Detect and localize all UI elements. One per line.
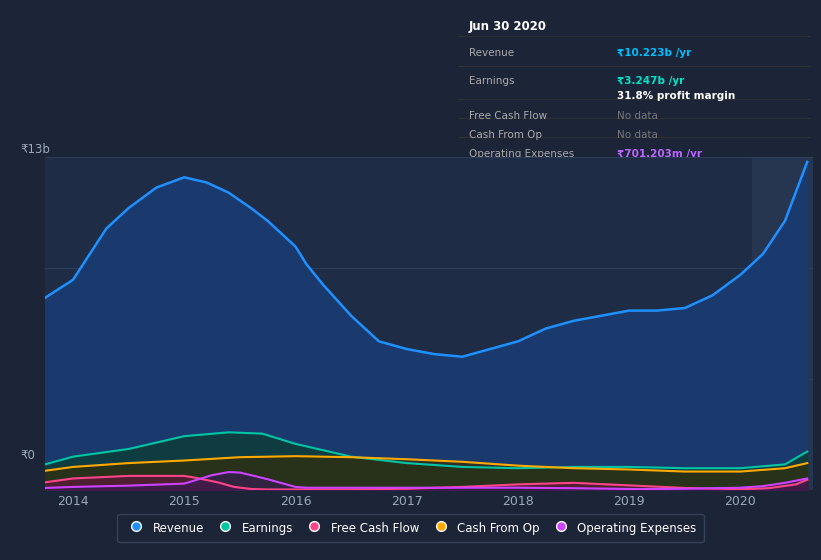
Text: Earnings: Earnings [469, 77, 514, 86]
Text: Free Cash Flow: Free Cash Flow [469, 111, 547, 120]
Text: Jun 30 2020: Jun 30 2020 [469, 20, 547, 33]
Text: 31.8% profit margin: 31.8% profit margin [617, 91, 736, 101]
Legend: Revenue, Earnings, Free Cash Flow, Cash From Op, Operating Expenses: Revenue, Earnings, Free Cash Flow, Cash … [117, 514, 704, 542]
Text: Revenue: Revenue [469, 48, 514, 58]
Text: No data: No data [617, 130, 658, 140]
Text: No data: No data [617, 111, 658, 120]
Text: ₹3.247b /yr: ₹3.247b /yr [617, 77, 684, 86]
Text: ₹0: ₹0 [21, 449, 35, 462]
Text: ₹10.223b /yr: ₹10.223b /yr [617, 48, 691, 58]
Text: Operating Expenses: Operating Expenses [469, 149, 574, 159]
Text: ₹13b: ₹13b [21, 143, 50, 156]
Text: Cash From Op: Cash From Op [469, 130, 542, 140]
Text: ₹701.203m /yr: ₹701.203m /yr [617, 149, 702, 159]
Bar [751, 157, 813, 490]
